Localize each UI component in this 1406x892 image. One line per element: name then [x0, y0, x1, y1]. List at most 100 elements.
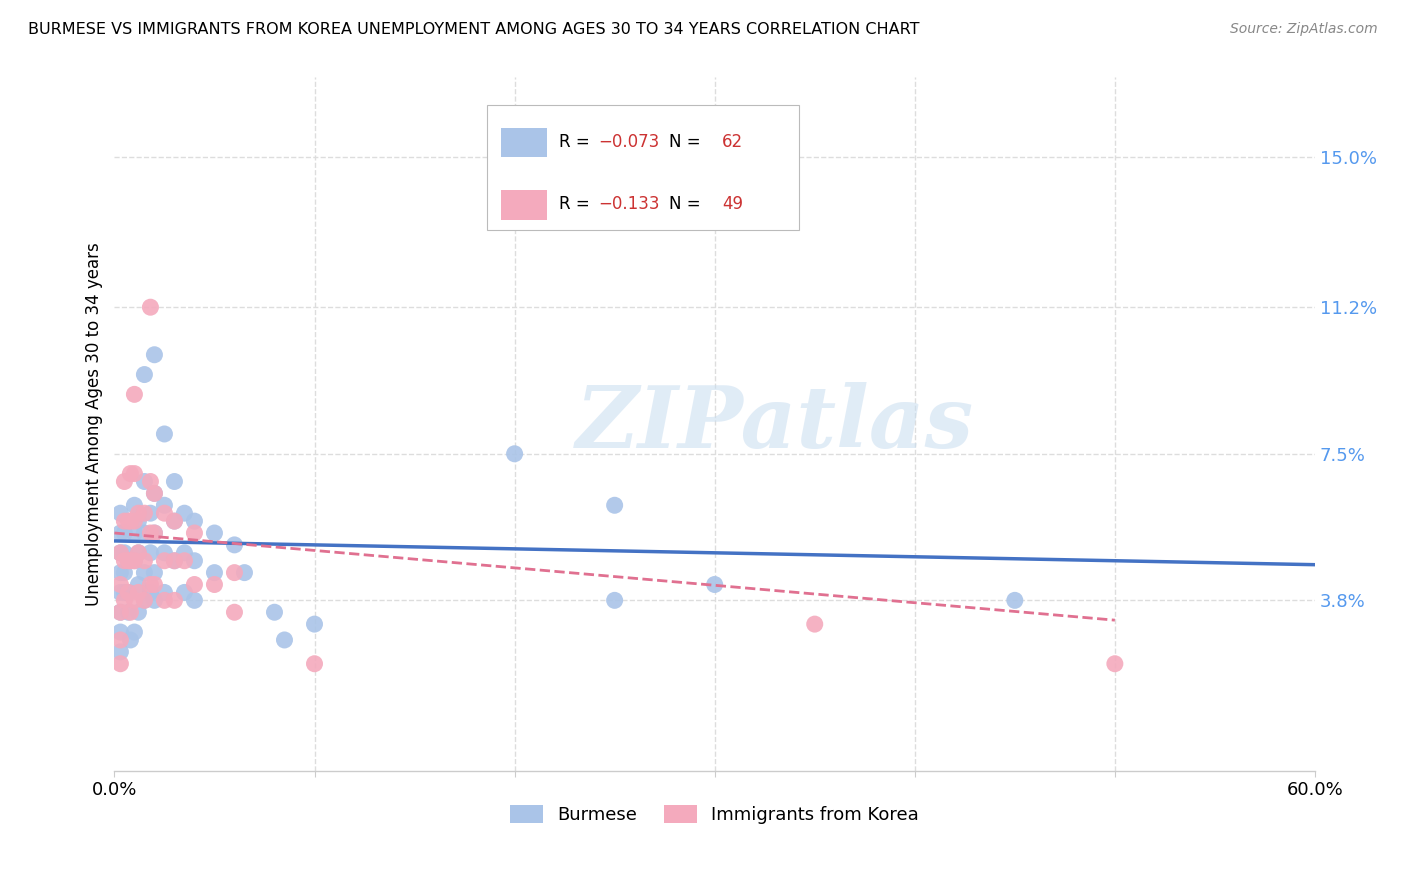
Point [124, 467, 146, 481]
Point [143, 486, 166, 500]
Point [134, 506, 156, 520]
Point [117, 585, 139, 599]
Text: R =: R = [558, 133, 595, 151]
Point [163, 554, 186, 568]
Point [603, 498, 626, 512]
Point [134, 593, 156, 607]
Point [124, 387, 146, 401]
Point [112, 526, 135, 541]
Point [127, 546, 149, 560]
Point [204, 577, 226, 591]
Point [153, 546, 176, 560]
Text: ZIPatlas: ZIPatlas [575, 383, 974, 466]
Point [124, 526, 146, 541]
Point [139, 506, 162, 520]
Point [134, 475, 156, 489]
Point [112, 475, 135, 489]
Point [112, 585, 135, 599]
Point [120, 514, 142, 528]
Point [163, 593, 186, 607]
Point [143, 577, 166, 591]
Point [173, 546, 195, 560]
Point [110, 632, 132, 647]
Point [139, 300, 162, 314]
Point [117, 554, 139, 568]
Point [139, 475, 162, 489]
Point [110, 585, 132, 599]
Text: R =: R = [558, 195, 595, 213]
Point [110, 657, 132, 671]
Text: −0.073: −0.073 [598, 133, 659, 151]
Point [153, 427, 176, 442]
Point [127, 546, 149, 560]
Point [163, 514, 186, 528]
Point [110, 605, 132, 619]
Point [139, 526, 162, 541]
Point [112, 554, 135, 568]
Point [153, 506, 176, 520]
Point [112, 593, 135, 607]
Point [124, 514, 146, 528]
Point [263, 605, 285, 619]
Point [224, 538, 246, 552]
Point [124, 554, 146, 568]
Point [803, 617, 825, 632]
Point [120, 467, 142, 481]
Point [204, 566, 226, 580]
Point [139, 585, 162, 599]
Point [127, 585, 149, 599]
Point [273, 632, 295, 647]
Point [120, 554, 142, 568]
Point [143, 526, 166, 541]
Point [110, 546, 132, 560]
Point [204, 526, 226, 541]
Point [127, 506, 149, 520]
Point [603, 593, 626, 607]
Point [120, 605, 142, 619]
Legend: Burmese, Immigrants from Korea: Burmese, Immigrants from Korea [510, 805, 920, 824]
Point [110, 577, 132, 591]
Point [117, 514, 139, 528]
Point [117, 605, 139, 619]
Point [143, 566, 166, 580]
Point [703, 577, 725, 591]
Point [124, 625, 146, 640]
Point [153, 498, 176, 512]
Point [224, 566, 246, 580]
Point [110, 546, 132, 560]
Point [110, 625, 132, 640]
Text: N =: N = [669, 195, 706, 213]
Point [1004, 593, 1026, 607]
Text: N =: N = [669, 133, 706, 151]
Point [143, 486, 166, 500]
Point [110, 566, 132, 580]
Point [143, 348, 166, 362]
Point [117, 585, 139, 599]
Point [173, 585, 195, 599]
Text: BURMESE VS IMMIGRANTS FROM KOREA UNEMPLOYMENT AMONG AGES 30 TO 34 YEARS CORRELAT: BURMESE VS IMMIGRANTS FROM KOREA UNEMPLO… [28, 22, 920, 37]
Point [127, 514, 149, 528]
Point [117, 554, 139, 568]
Point [153, 554, 176, 568]
Point [127, 577, 149, 591]
Point [183, 577, 205, 591]
Point [112, 546, 135, 560]
Point [143, 593, 166, 607]
Point [134, 526, 156, 541]
Point [153, 593, 176, 607]
Point [173, 554, 195, 568]
Text: 62: 62 [721, 133, 742, 151]
Point [124, 593, 146, 607]
Point [134, 368, 156, 382]
Point [503, 447, 526, 461]
Text: Source: ZipAtlas.com: Source: ZipAtlas.com [1230, 22, 1378, 37]
Point [304, 657, 326, 671]
Point [110, 605, 132, 619]
Point [183, 593, 205, 607]
Point [139, 546, 162, 560]
Point [110, 645, 132, 659]
FancyBboxPatch shape [486, 105, 799, 230]
Point [139, 577, 162, 591]
Point [112, 566, 135, 580]
Point [233, 566, 256, 580]
